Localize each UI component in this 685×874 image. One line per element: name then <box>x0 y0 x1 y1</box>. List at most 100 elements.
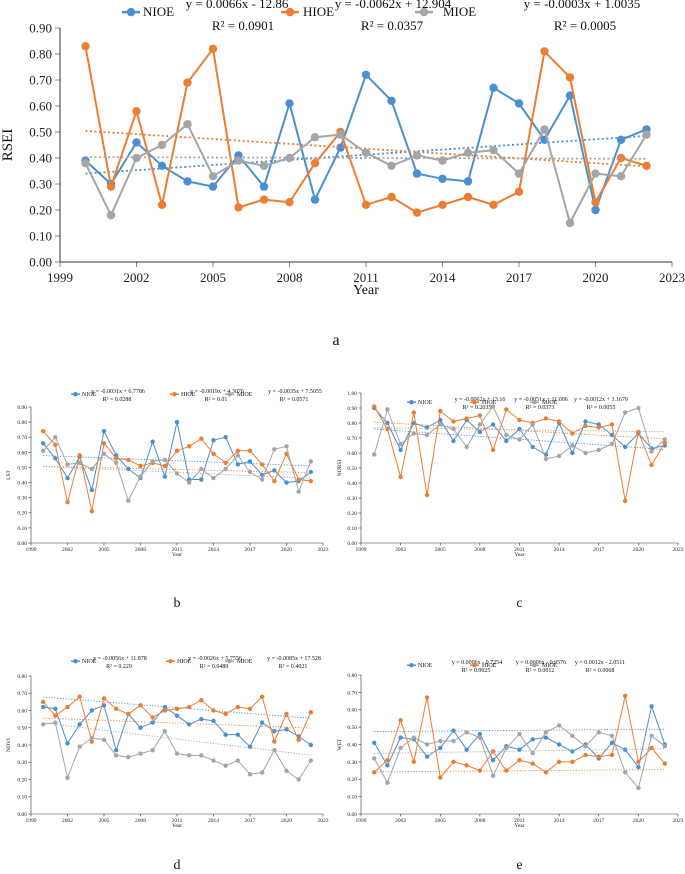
line-nioe <box>42 421 312 491</box>
data-point <box>424 432 430 438</box>
x-tick-label: 2011 <box>514 547 525 553</box>
data-point <box>387 192 396 202</box>
data-point <box>372 756 377 761</box>
data-point <box>464 444 469 450</box>
y-tick-label: 0.30 <box>347 760 357 766</box>
data-point <box>504 432 509 438</box>
x-tick-label: 2002 <box>124 270 150 285</box>
data-point <box>259 161 269 170</box>
x-tick-label: 1999 <box>47 270 73 285</box>
y-tick-label: 0.10 <box>17 526 27 532</box>
data-point <box>199 753 204 758</box>
data-point <box>609 752 615 758</box>
data-point <box>65 462 70 467</box>
data-point <box>310 195 320 204</box>
data-point <box>490 757 496 763</box>
trendline-nioe <box>374 728 665 732</box>
data-point <box>208 182 218 191</box>
y-tick-label: 0.10 <box>347 795 357 801</box>
data-point <box>65 475 70 481</box>
data-point <box>438 422 443 427</box>
data-point <box>89 739 95 744</box>
series-hioe <box>40 694 314 744</box>
data-point <box>174 471 180 476</box>
data-point <box>398 474 403 480</box>
data-point <box>296 737 301 743</box>
data-point <box>308 758 314 763</box>
data-point <box>424 425 430 430</box>
data-point <box>223 732 228 737</box>
y-tick-label: 0.10 <box>17 795 27 801</box>
data-point <box>556 723 562 728</box>
legend-item-mioe: MIOE y = -0.0012x + 3.1679 R² = 0.0055 <box>530 397 628 411</box>
legend-label: HIOE <box>482 400 497 406</box>
data-point <box>89 708 95 713</box>
data-point <box>477 768 483 773</box>
y-tick-label: 0.90 <box>347 406 357 412</box>
data-point <box>157 200 167 209</box>
data-point <box>596 754 601 759</box>
data-point <box>211 758 216 763</box>
data-point <box>186 722 192 727</box>
y-tick-label: 0.20 <box>17 777 27 783</box>
trend-equation: y = -0.0062x + 13.16 <box>455 397 506 403</box>
data-point <box>385 780 390 785</box>
data-point <box>385 407 390 412</box>
legend-label: HIOE <box>181 392 196 398</box>
data-point <box>284 444 289 449</box>
data-point <box>398 735 403 740</box>
y-tick-label: 0.70 <box>17 435 27 441</box>
trend-equation: y = -0.0056x + 11.878 <box>93 656 147 662</box>
data-point <box>53 720 58 725</box>
data-point <box>565 73 575 82</box>
data-point <box>385 420 390 426</box>
trendline-mioe <box>374 427 665 433</box>
x-axis-label: Year <box>172 552 182 558</box>
trend-r2: R² = 0.229 <box>106 664 132 670</box>
y-tick-label: 0.90 <box>29 21 52 36</box>
data-point <box>412 169 422 178</box>
data-point <box>308 459 314 464</box>
data-point <box>570 759 575 765</box>
data-point <box>361 148 371 157</box>
data-point <box>372 404 377 409</box>
legend-label: NIOE <box>82 659 97 665</box>
data-point <box>296 489 301 494</box>
data-point <box>199 716 204 722</box>
y-tick-label: 0.00 <box>17 541 27 547</box>
data-point <box>596 447 601 453</box>
data-point <box>556 742 562 747</box>
data-point <box>272 729 277 734</box>
data-point <box>285 198 294 207</box>
data-point <box>150 459 155 464</box>
data-point <box>259 195 269 204</box>
legend-label: HIOE <box>177 659 192 665</box>
x-tick-label: 2014 <box>554 818 565 824</box>
data-point <box>336 130 345 139</box>
data-point <box>138 703 143 708</box>
legend-label: NIOE <box>82 392 97 398</box>
data-point <box>150 747 155 753</box>
data-point <box>162 463 168 469</box>
data-point <box>247 772 253 777</box>
y-tick-label: 0.50 <box>17 465 27 471</box>
trend-equation: y = 0.0066x - 12.86 <box>186 0 289 11</box>
y-tick-label: 0.60 <box>347 451 357 457</box>
x-tick-label: 2020 <box>583 270 609 285</box>
legend-item-nioe: NIOE y = -0.0062x + 13.16 R² = 0.2035 <box>407 397 505 411</box>
chart-panel-a: 0.00 0.10 0.20 0.30 0.40 0.50 0.60 0.70 0.80 0.90… <box>0 0 685 349</box>
data-point <box>424 742 430 747</box>
data-point <box>284 768 289 774</box>
y-tick-label: 0.70 <box>347 436 357 442</box>
data-point <box>162 474 168 479</box>
legend-item-nioe: NIOE y = 0.0006x - 0.7254 R² = 0.0025 <box>407 660 502 674</box>
data-point <box>636 759 641 765</box>
data-point <box>438 174 447 183</box>
data-point <box>138 725 143 730</box>
y-tick-label: 0.80 <box>347 421 357 427</box>
data-point <box>398 745 403 751</box>
data-point <box>113 706 119 711</box>
series-mioe <box>40 435 314 503</box>
data-point <box>372 452 377 457</box>
